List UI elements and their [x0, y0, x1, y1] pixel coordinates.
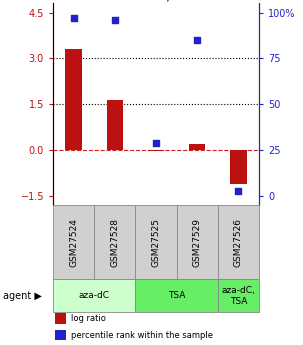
Bar	[94, 205, 135, 279]
Text: GSM27525: GSM27525	[152, 218, 161, 267]
Bar	[218, 205, 259, 279]
Text: GSM27526: GSM27526	[234, 218, 243, 267]
Point	[195, 37, 200, 43]
Bar	[55, 313, 66, 324]
Text: GSM27524: GSM27524	[69, 218, 78, 267]
Text: log ratio: log ratio	[71, 314, 105, 323]
Bar	[55, 330, 66, 341]
Text: GSM27529: GSM27529	[193, 218, 202, 267]
Text: aza-dC,
TSA: aza-dC, TSA	[221, 286, 255, 306]
Bar	[135, 205, 177, 279]
Title: GDS920 / 525: GDS920 / 525	[112, 0, 200, 2]
Bar	[189, 144, 205, 150]
Bar	[148, 150, 164, 151]
Bar	[218, 279, 259, 312]
Text: agent ▶: agent ▶	[3, 291, 42, 301]
Bar	[230, 150, 247, 184]
Bar	[107, 100, 123, 150]
Point	[112, 17, 117, 23]
Bar	[135, 279, 218, 312]
Bar	[53, 205, 94, 279]
Point	[154, 140, 158, 146]
Bar	[53, 279, 135, 312]
Bar	[177, 205, 218, 279]
Point	[71, 16, 76, 21]
Text: percentile rank within the sample: percentile rank within the sample	[71, 331, 212, 339]
Text: TSA: TSA	[168, 291, 185, 300]
Bar	[65, 49, 82, 150]
Text: aza-dC: aza-dC	[79, 291, 110, 300]
Point	[236, 188, 241, 193]
Text: GSM27528: GSM27528	[110, 218, 119, 267]
